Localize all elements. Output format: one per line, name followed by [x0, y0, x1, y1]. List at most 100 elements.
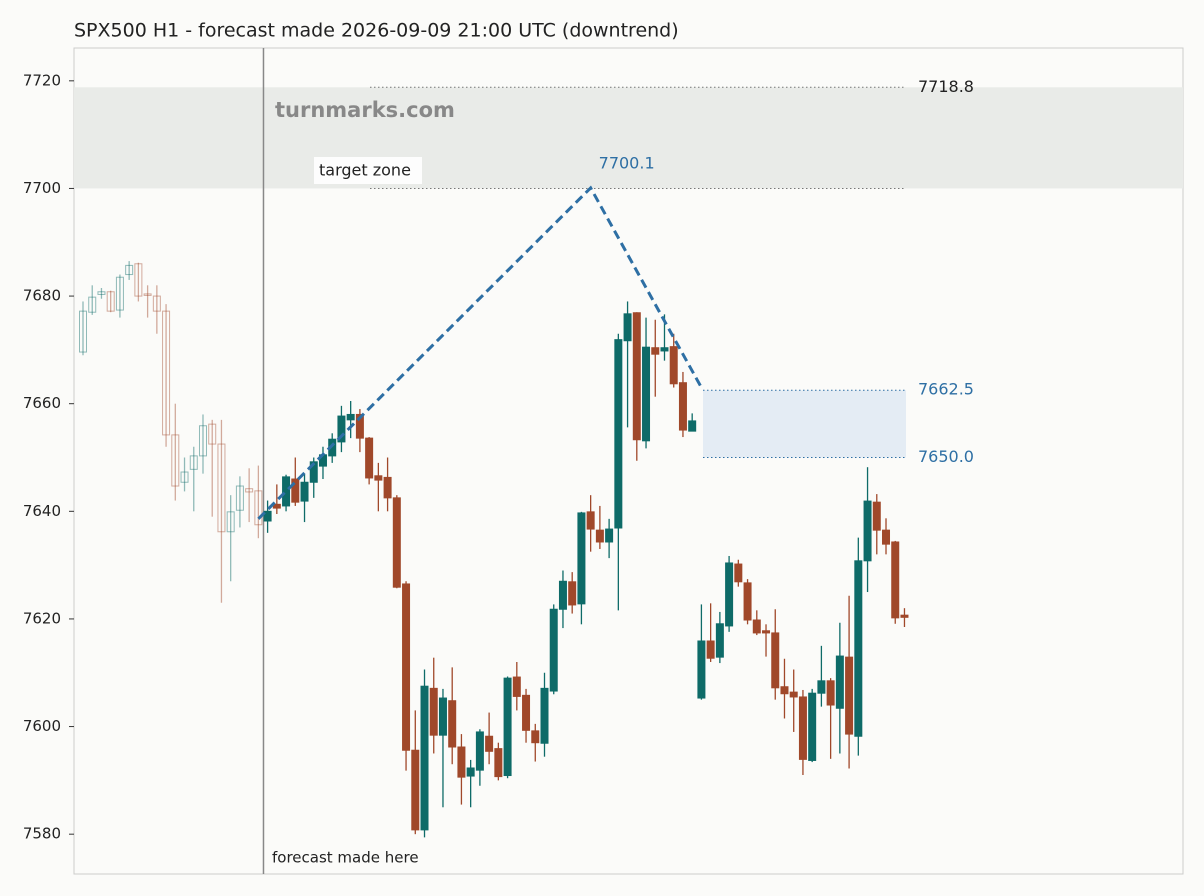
candle-body: [309, 461, 318, 483]
candle-body: [512, 676, 521, 697]
target-zone-band: [74, 87, 1183, 189]
candle-body: [457, 746, 466, 778]
candle-body: [651, 347, 660, 355]
candle-body: [300, 481, 309, 502]
candle-body: [605, 528, 614, 543]
candle-body: [346, 413, 355, 421]
candle-body: [808, 692, 817, 761]
candle-body: [706, 640, 715, 659]
candle-body: [337, 415, 346, 443]
chart-title: SPX500 H1 - forecast made 2026-09-09 21:…: [74, 20, 679, 42]
candle-body: [835, 655, 844, 709]
candle-body: [568, 581, 577, 606]
candle-body: [485, 735, 494, 752]
candle-body: [420, 685, 429, 831]
y-tick-label: 7720: [23, 71, 61, 89]
candle-body: [669, 346, 678, 385]
target-zone-label-bg: [314, 157, 422, 184]
candle-body: [715, 623, 724, 658]
candle-body: [392, 497, 401, 588]
forecast-line: [257, 185, 703, 520]
candle-body: [817, 680, 826, 694]
candle-body: [725, 562, 734, 627]
candle-body: [826, 680, 835, 706]
candle-body: [365, 437, 374, 479]
candle-body: [97, 291, 106, 295]
candle-body: [586, 511, 595, 530]
candle-body: [789, 691, 798, 698]
candle-body: [623, 313, 632, 342]
candle-body: [180, 471, 189, 483]
candle-body: [208, 423, 217, 445]
candle-body: [531, 730, 540, 744]
candle-body: [642, 346, 651, 442]
candle-body: [88, 296, 97, 313]
candle-body: [660, 347, 669, 352]
y-tick-label: 7660: [23, 394, 61, 412]
candle-body: [355, 413, 364, 439]
candle-body: [771, 632, 780, 689]
candle-body: [198, 425, 207, 457]
candle-body: [79, 310, 87, 353]
candle-body: [577, 512, 586, 605]
target-zone-value: 7718.8: [918, 77, 974, 96]
candle-body: [780, 686, 789, 695]
candle-body: [854, 560, 863, 737]
candle-body: [263, 510, 272, 522]
candle-body: [540, 687, 549, 744]
candle-body: [494, 748, 503, 778]
candle-body: [383, 476, 392, 499]
target-zone-label: target zone: [319, 161, 411, 180]
candle-body: [522, 694, 531, 731]
candle-body: [438, 697, 447, 736]
candle-body: [125, 264, 134, 276]
candle-body: [595, 529, 604, 543]
y-tick-label: 7680: [23, 287, 61, 305]
candle-body: [143, 293, 152, 296]
candle-body: [162, 310, 171, 436]
forecast-marker-label: forecast made here: [272, 849, 419, 867]
candle-body: [503, 677, 512, 777]
candle-body: [171, 434, 180, 487]
candle-body: [697, 640, 706, 699]
candle-body: [882, 529, 891, 545]
candle-body: [226, 511, 235, 533]
candle-body: [189, 455, 198, 470]
y-tick-label: 7600: [23, 717, 61, 735]
candle-body: [762, 630, 771, 634]
candle-body: [752, 619, 761, 634]
candle-body: [845, 656, 854, 735]
candle-body: [475, 731, 484, 771]
candle-body: [134, 263, 143, 297]
candle-body: [245, 488, 254, 493]
candle-body: [734, 563, 743, 583]
forecast-zone-value: 7650.0: [918, 447, 974, 466]
candle-body: [411, 749, 420, 831]
candle-body: [678, 382, 687, 431]
candle-body: [152, 295, 161, 312]
candle-body: [798, 696, 807, 760]
candle-body: [291, 478, 300, 503]
y-tick-label: 7580: [23, 825, 61, 843]
candle-body: [743, 582, 752, 621]
candle-body: [106, 291, 115, 312]
candle-body: [115, 276, 124, 311]
candle-body: [863, 500, 872, 562]
candle-body: [448, 700, 457, 748]
candle-body: [374, 475, 383, 481]
watermark: turnmarks.com: [275, 98, 455, 122]
candle-body: [872, 501, 881, 531]
candle-body: [558, 580, 567, 610]
forecast-peak-label: 7700.1: [599, 153, 655, 172]
candle-body: [402, 583, 411, 751]
candle-body: [272, 503, 281, 509]
candle-body: [549, 608, 558, 692]
candle-body: [891, 541, 900, 619]
y-tick-label: 7700: [23, 179, 61, 197]
candle-body: [429, 687, 438, 736]
candle-body: [254, 490, 263, 526]
y-tick-label: 7640: [23, 502, 61, 520]
forecast-zone-box: [703, 390, 906, 458]
